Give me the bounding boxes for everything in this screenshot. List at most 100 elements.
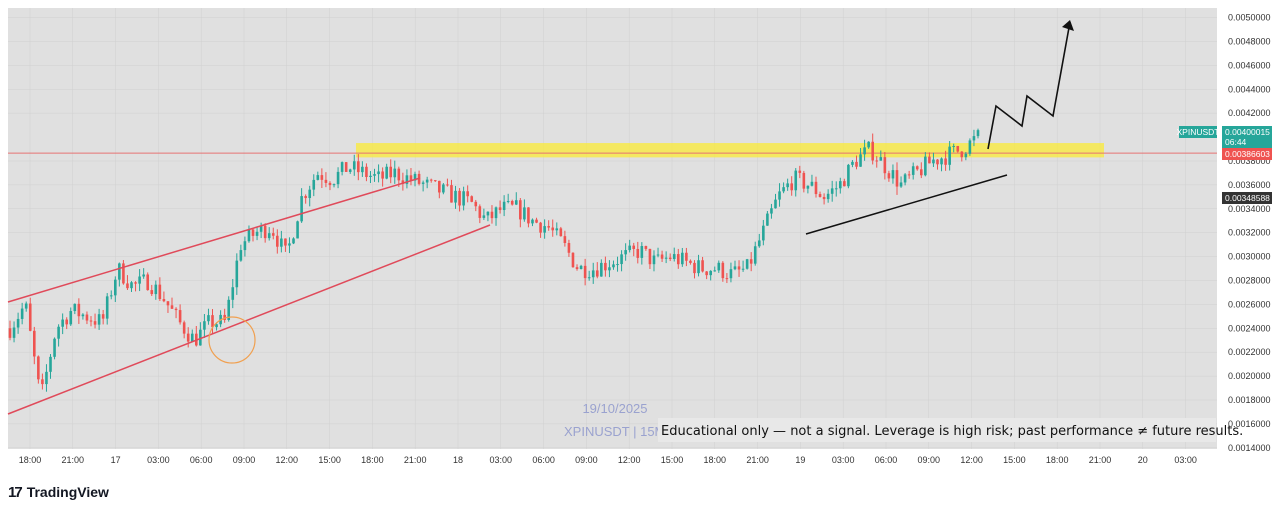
candle-body <box>89 320 93 322</box>
candle-body <box>847 164 850 187</box>
highlight-circle[interactable] <box>208 316 256 364</box>
candle-body <box>648 248 652 265</box>
candle-body <box>899 182 903 187</box>
watermark-symbol: XPINUSDT | 15M <box>564 424 665 439</box>
y-tick-label: 0.0042000 <box>1228 108 1271 118</box>
candle-body <box>830 188 834 194</box>
candle-body <box>328 182 332 186</box>
candle-body <box>543 226 546 233</box>
candle-body <box>863 147 866 155</box>
resistance-zone[interactable] <box>356 143 1104 158</box>
candle-body <box>575 267 579 270</box>
candle-body <box>93 321 97 325</box>
candle-body <box>741 268 745 270</box>
candle-body <box>571 252 575 268</box>
candle-body <box>247 229 251 242</box>
y-tick-label: 0.0018000 <box>1228 395 1271 405</box>
candle-body <box>940 158 943 165</box>
candle-body <box>595 270 599 277</box>
candle-body <box>312 179 316 190</box>
candle-body <box>676 254 680 265</box>
y-tick-label: 0.0048000 <box>1228 36 1271 46</box>
x-tick-label: 09:00 <box>575 455 598 465</box>
candle-body <box>12 327 16 338</box>
candle-body <box>818 194 822 197</box>
candle-body <box>559 228 563 237</box>
x-tick-label: 17 <box>111 455 121 465</box>
tradingview-logo[interactable]: 17 TradingView <box>8 482 109 502</box>
x-tick-label: 18:00 <box>704 455 727 465</box>
last-price-badge[interactable] <box>1222 126 1272 148</box>
candle-body <box>924 156 927 176</box>
plot-background[interactable] <box>8 8 1217 449</box>
price-chart[interactable]: 19/10/2025 XPINUSDT | 15M Educational on… <box>0 0 1280 470</box>
candle-body <box>745 259 749 269</box>
countdown-label: 06:44 <box>1225 137 1247 147</box>
candle-body <box>114 279 117 296</box>
candle-body <box>624 250 627 255</box>
candle-body <box>182 322 186 334</box>
price-axis-background[interactable] <box>1217 8 1280 449</box>
candle-body <box>348 169 352 172</box>
candle-body <box>960 151 964 158</box>
candle-body <box>126 283 129 289</box>
candle-body <box>652 255 656 265</box>
candle-body <box>482 215 486 218</box>
candle-body <box>486 211 490 216</box>
candle-body <box>134 282 137 284</box>
candle-body <box>462 191 465 206</box>
candle-body <box>361 166 364 173</box>
candle-body <box>178 310 182 323</box>
candle-body <box>73 303 77 312</box>
candle-body <box>672 254 676 260</box>
candle-body <box>632 245 636 249</box>
candle-body <box>956 145 960 152</box>
candle-body <box>620 254 623 265</box>
candle-body <box>450 185 453 203</box>
candle-body <box>292 238 295 244</box>
watermark-date: 19/10/2025 <box>582 401 647 416</box>
channel-upper-line[interactable] <box>7 177 421 303</box>
candle-body <box>810 181 814 186</box>
candle-body <box>490 211 494 219</box>
candle-body <box>365 166 368 178</box>
symbol-price-badge[interactable] <box>1179 126 1217 138</box>
candle-body <box>81 314 85 317</box>
crosshair-price-badge[interactable] <box>1222 192 1272 204</box>
support-trendline[interactable] <box>805 174 1008 235</box>
candle-body <box>429 179 433 181</box>
candle-body <box>255 231 259 236</box>
candle-body <box>911 166 915 175</box>
candle-body <box>154 284 158 295</box>
y-tick-label: 0.0024000 <box>1228 323 1271 333</box>
candle-body <box>446 184 449 186</box>
x-tick-label: 19 <box>795 455 805 465</box>
price-axis-labels: 0.0050000 0.0048000 0.0046000 0.0044000 0.00… <box>1228 13 1271 453</box>
x-tick-label: 06:00 <box>532 455 555 465</box>
x-tick-label: 15:00 <box>661 455 684 465</box>
candle-body <box>300 196 303 222</box>
candle-body <box>636 248 640 258</box>
candle-body <box>336 171 340 185</box>
candle-body <box>267 233 271 239</box>
candle-body <box>332 184 336 186</box>
candle-body <box>296 221 299 239</box>
candle-body <box>681 252 684 265</box>
candle-body <box>539 222 542 233</box>
candle-body <box>668 257 672 260</box>
grid <box>8 8 1217 449</box>
projection-path[interactable] <box>987 21 1071 150</box>
channel-lower-line[interactable] <box>7 224 491 415</box>
y-tick-label: 0.0034000 <box>1228 204 1271 214</box>
candle-body <box>49 356 52 372</box>
y-tick-label: 0.0016000 <box>1228 419 1271 429</box>
candle-body <box>976 130 980 137</box>
level-price-badge[interactable] <box>1222 148 1272 160</box>
candle-body <box>798 170 802 173</box>
time-axis-background[interactable] <box>8 449 1280 470</box>
crosshair-price-label: 0.00348588 <box>1225 193 1270 203</box>
candle-body <box>37 356 40 380</box>
candle-body <box>24 303 28 309</box>
x-tick-label: 21:00 <box>1089 455 1112 465</box>
candle-body <box>243 241 247 251</box>
